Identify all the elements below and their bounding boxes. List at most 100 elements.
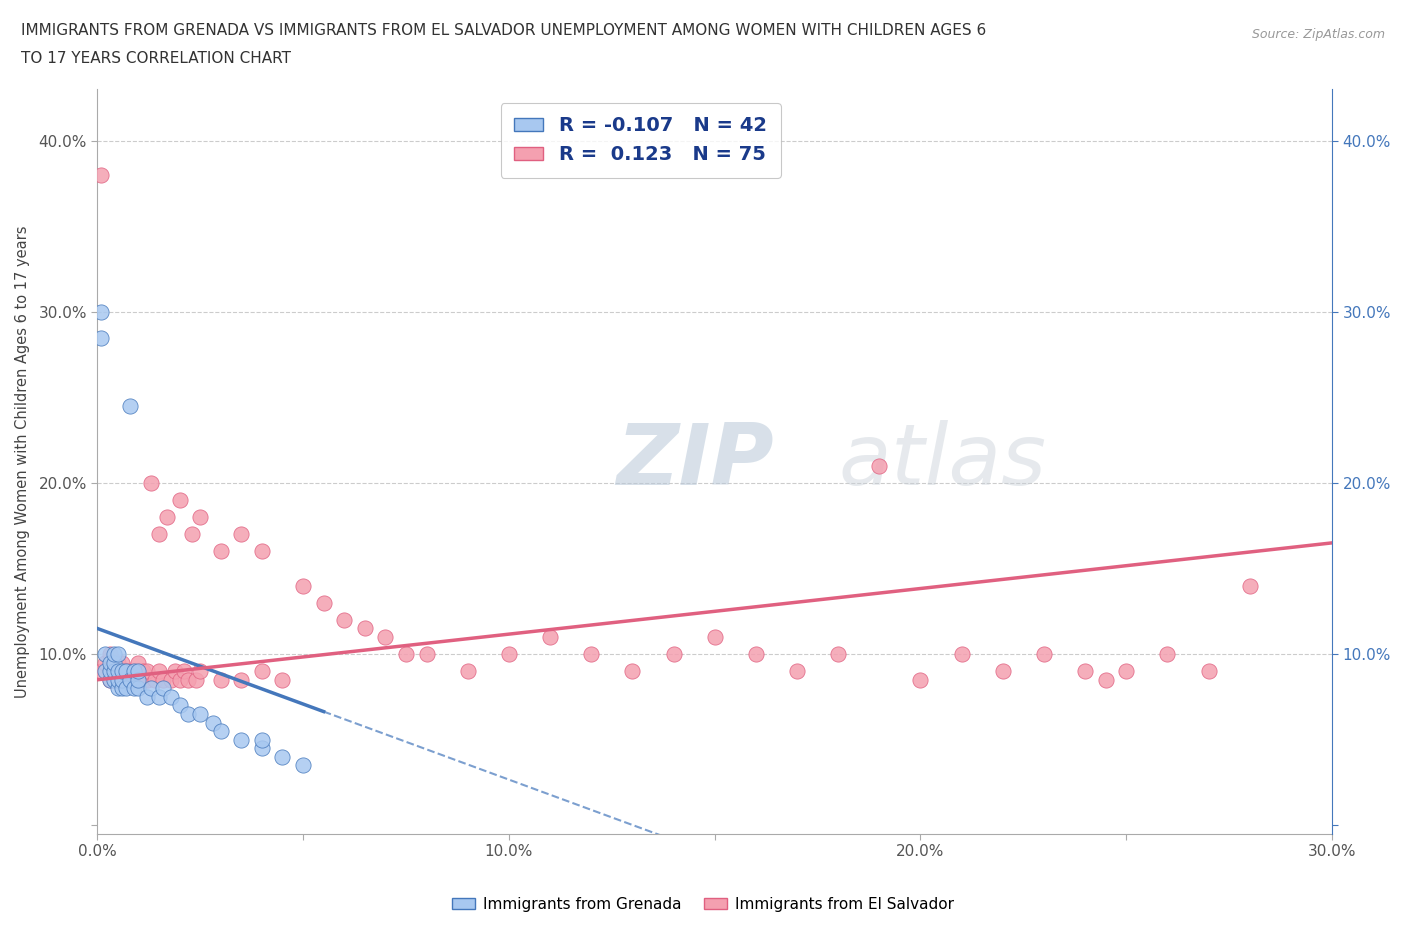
Point: [250, 544, 273, 559]
Point: [98, 672, 121, 687]
Point: [621, 664, 644, 679]
Point: [98, 656, 121, 671]
Point: [143, 672, 166, 687]
Point: [139, 681, 162, 696]
Point: [90, 664, 112, 679]
Point: [231, 732, 253, 747]
Point: [90, 167, 112, 182]
Point: [1094, 672, 1116, 687]
Legend: R = -0.107   N = 42, R =  0.123   N = 75: R = -0.107 N = 42, R = 0.123 N = 75: [501, 103, 780, 178]
Point: [98, 664, 121, 679]
Point: [124, 681, 146, 696]
Point: [115, 681, 138, 696]
Point: [111, 672, 134, 687]
Point: [120, 672, 142, 687]
Point: [107, 646, 129, 661]
Point: [209, 724, 232, 738]
Point: [173, 664, 195, 679]
Point: [94, 646, 117, 661]
Point: [139, 475, 162, 490]
Point: [395, 646, 418, 661]
Point: [160, 689, 183, 704]
Point: [148, 527, 170, 542]
Point: [135, 689, 157, 704]
Point: [188, 707, 211, 722]
Point: [827, 646, 849, 661]
Point: [662, 646, 685, 661]
Point: [124, 664, 146, 679]
Point: [231, 527, 253, 542]
Point: [177, 707, 200, 722]
Point: [135, 664, 157, 679]
Point: [160, 672, 183, 687]
Point: [107, 681, 129, 696]
Point: [498, 646, 520, 661]
Point: [107, 672, 129, 687]
Point: [271, 672, 294, 687]
Point: [152, 681, 174, 696]
Point: [703, 630, 725, 644]
Point: [868, 458, 890, 473]
Point: [115, 664, 138, 679]
Point: [169, 698, 191, 713]
Point: [333, 613, 356, 628]
Text: TO 17 YEARS CORRELATION CHART: TO 17 YEARS CORRELATION CHART: [21, 51, 291, 66]
Point: [292, 578, 315, 593]
Point: [111, 681, 134, 696]
Point: [103, 672, 125, 687]
Point: [374, 630, 396, 644]
Point: [745, 646, 768, 661]
Point: [181, 527, 204, 542]
Point: [209, 672, 232, 687]
Point: [538, 630, 561, 644]
Text: atlas: atlas: [838, 420, 1046, 503]
Point: [292, 758, 315, 773]
Point: [156, 510, 179, 525]
Point: [111, 656, 134, 671]
Point: [457, 664, 479, 679]
Point: [250, 732, 273, 747]
Text: ZIP: ZIP: [616, 420, 773, 503]
Y-axis label: Unemployment Among Women with Children Ages 6 to 17 years: Unemployment Among Women with Children A…: [15, 225, 30, 698]
Point: [991, 664, 1014, 679]
Point: [188, 664, 211, 679]
Point: [177, 672, 200, 687]
Point: [98, 646, 121, 661]
Point: [111, 672, 134, 687]
Point: [201, 715, 224, 730]
Point: [786, 664, 808, 679]
Point: [131, 672, 153, 687]
Point: [950, 646, 973, 661]
Point: [231, 672, 253, 687]
Point: [165, 664, 187, 679]
Point: [131, 664, 153, 679]
Point: [1198, 664, 1220, 679]
Point: [103, 664, 125, 679]
Point: [124, 672, 146, 687]
Point: [1115, 664, 1137, 679]
Point: [107, 672, 129, 687]
Point: [103, 646, 125, 661]
Text: Source: ZipAtlas.com: Source: ZipAtlas.com: [1251, 28, 1385, 41]
Point: [152, 672, 174, 687]
Point: [90, 304, 112, 319]
Point: [169, 493, 191, 508]
Point: [148, 664, 170, 679]
Point: [250, 664, 273, 679]
Point: [353, 621, 375, 636]
Point: [910, 672, 932, 687]
Point: [579, 646, 602, 661]
Point: [312, 595, 335, 610]
Point: [120, 672, 142, 687]
Point: [124, 664, 146, 679]
Point: [127, 672, 149, 687]
Point: [1033, 646, 1056, 661]
Point: [127, 672, 149, 687]
Point: [103, 664, 125, 679]
Legend: Immigrants from Grenada, Immigrants from El Salvador: Immigrants from Grenada, Immigrants from…: [446, 891, 960, 918]
Text: IMMIGRANTS FROM GRENADA VS IMMIGRANTS FROM EL SALVADOR UNEMPLOYMENT AMONG WOMEN : IMMIGRANTS FROM GRENADA VS IMMIGRANTS FR…: [21, 23, 987, 38]
Point: [135, 672, 157, 687]
Point: [90, 330, 112, 345]
Point: [127, 656, 149, 671]
Point: [103, 672, 125, 687]
